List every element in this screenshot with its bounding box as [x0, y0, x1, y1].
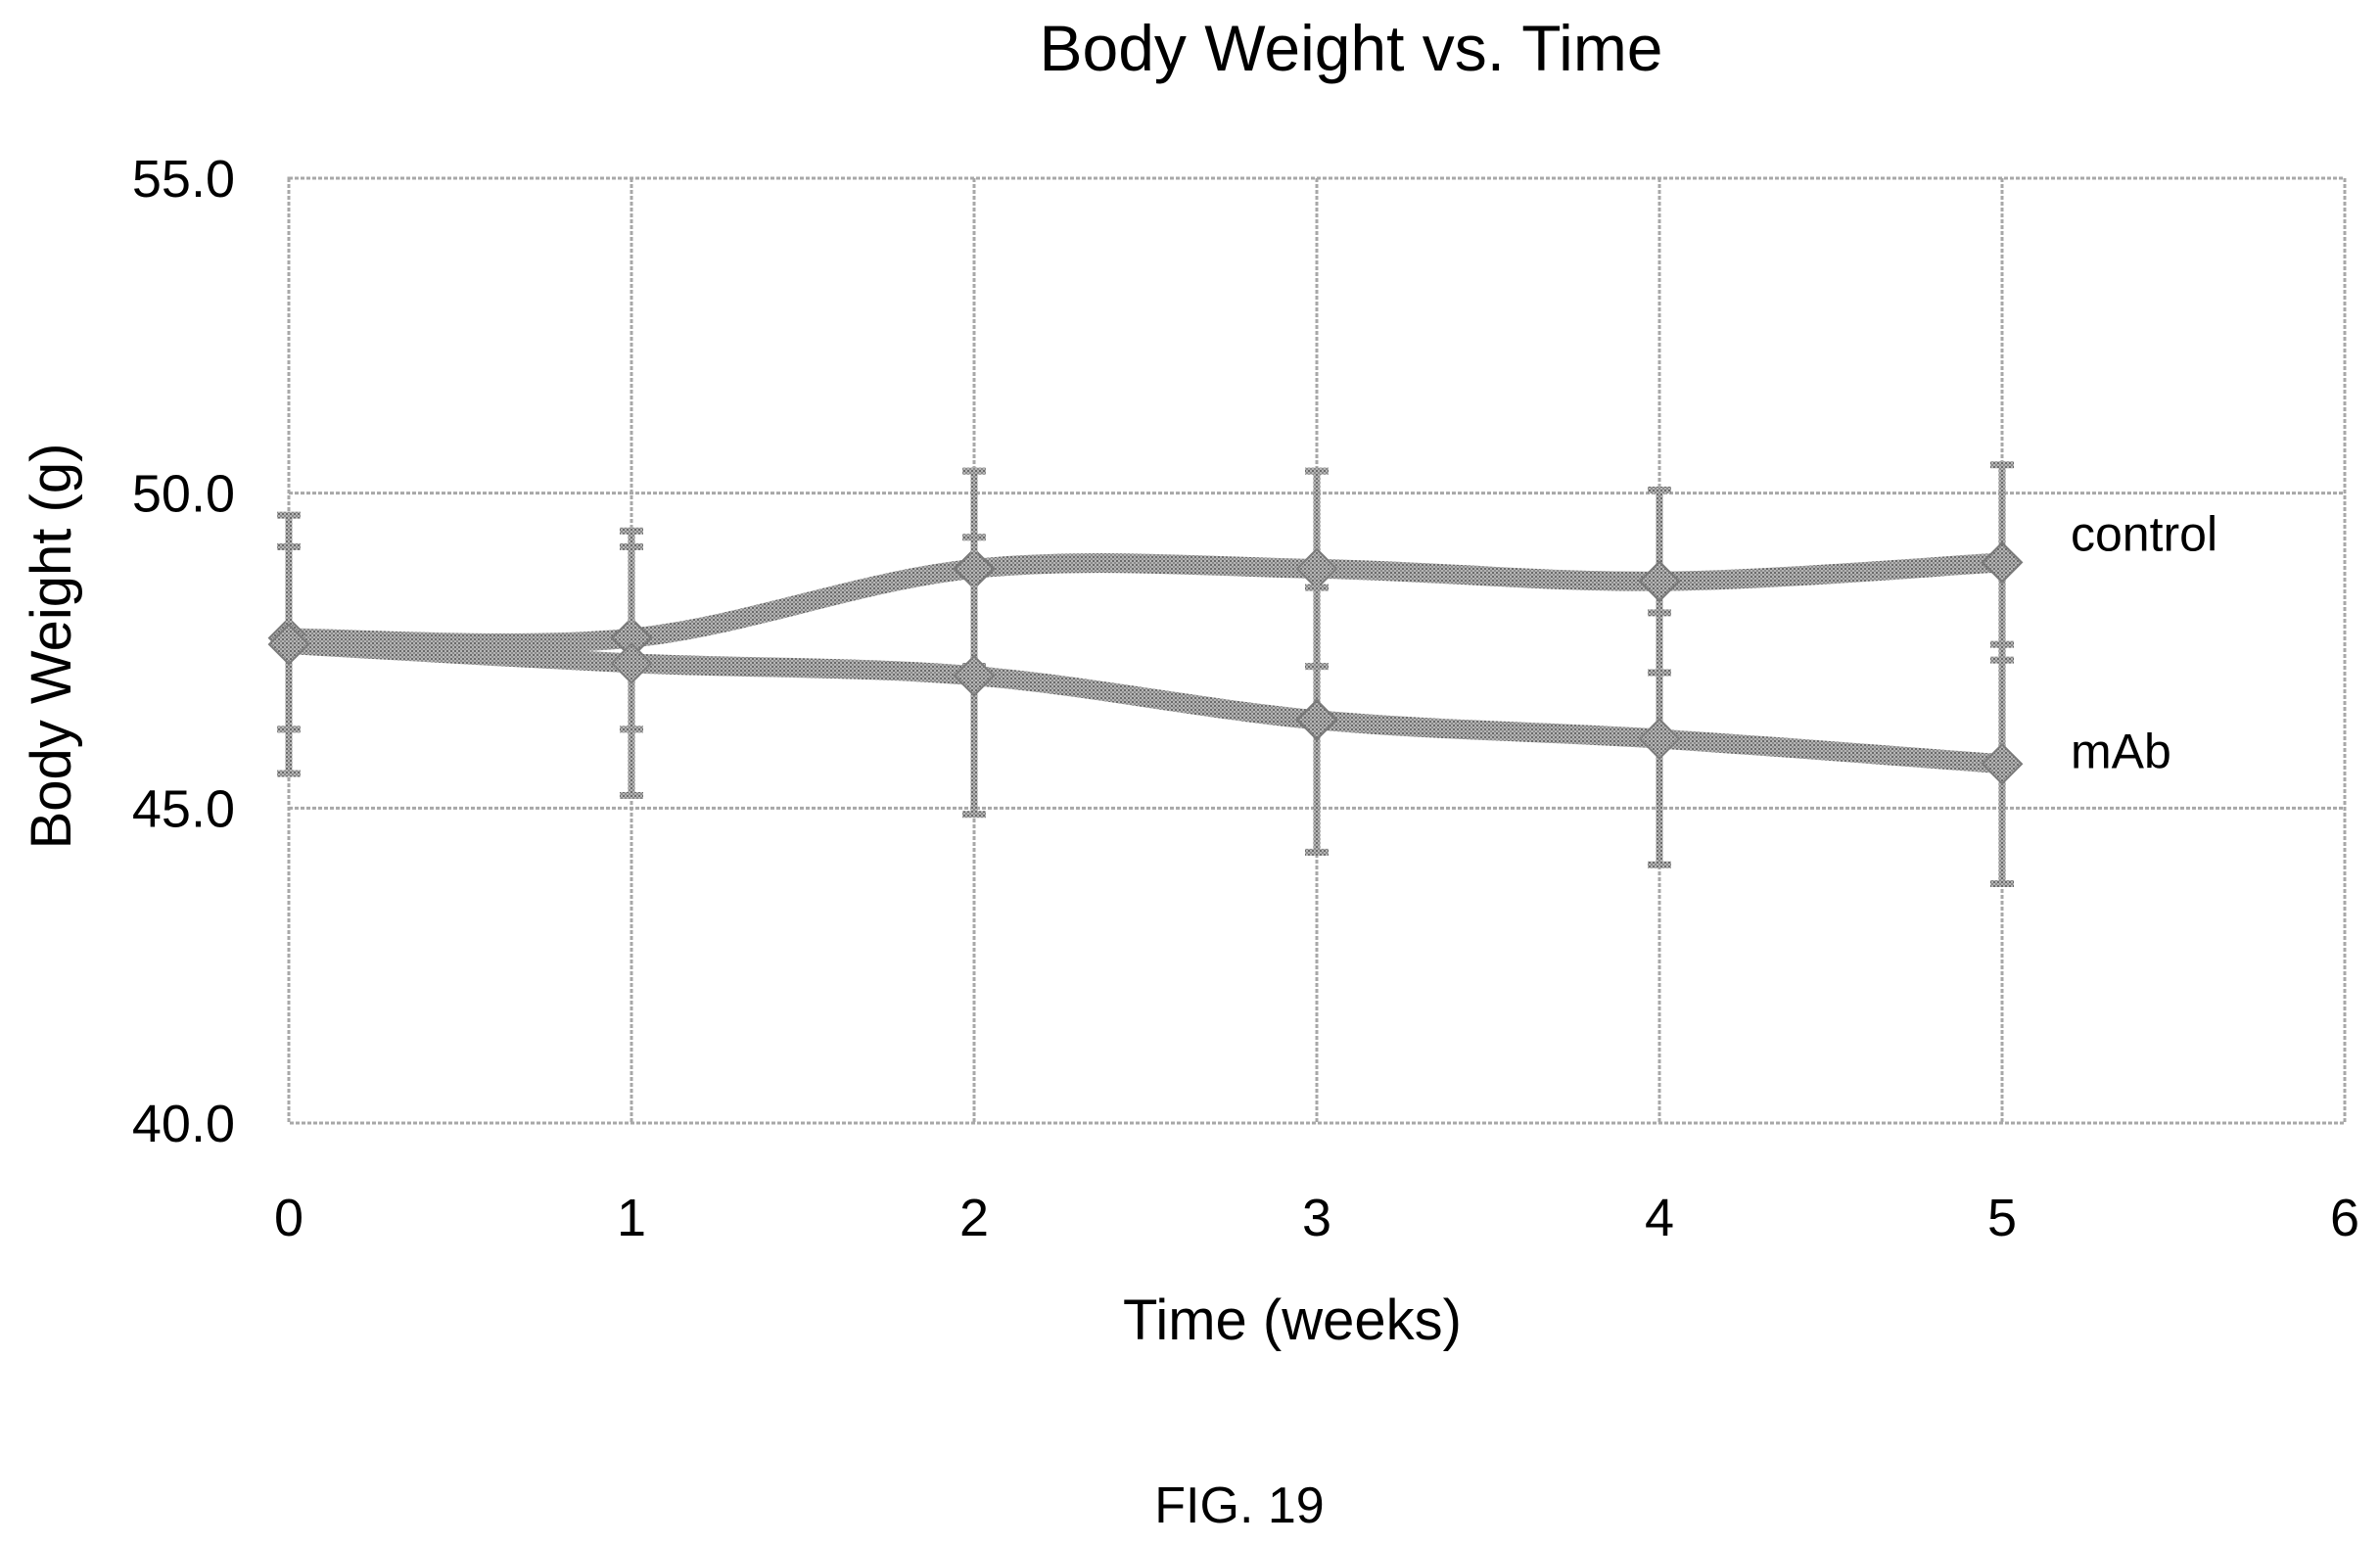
y-axis-label: Body Weight (g) — [20, 444, 83, 850]
x-tick-label: 1 — [617, 1189, 646, 1247]
data-point-marker — [953, 654, 996, 697]
data-point-marker — [1638, 718, 1681, 760]
chart-title: Body Weight vs. Time — [1039, 12, 1662, 84]
x-axis-label: Time (weeks) — [1123, 1288, 1462, 1352]
series-label-mAb: mAb — [2071, 724, 2171, 778]
series-line — [279, 552, 2012, 653]
axis-ticks: 0 1 2 3 4 5 6 40.0 45.0 50.0 55.0 — [132, 150, 2359, 1247]
series-line — [279, 634, 2012, 774]
figure-label: FIG. 19 — [1154, 1477, 1324, 1534]
x-tick-label: 6 — [2330, 1189, 2359, 1247]
series-control: control — [267, 461, 2217, 733]
y-tick-label: 55.0 — [132, 150, 235, 209]
data-point-marker — [1295, 547, 1338, 590]
data-point-marker — [1638, 560, 1681, 603]
y-tick-label: 45.0 — [132, 779, 235, 838]
series-label-control: control — [2071, 506, 2217, 561]
series-layer: control mAb — [267, 461, 2217, 888]
data-point-marker — [1981, 742, 2024, 785]
x-tick-label: 0 — [274, 1189, 303, 1247]
y-tick-label: 50.0 — [132, 465, 235, 524]
y-tick-label: 40.0 — [132, 1095, 235, 1153]
data-point-marker — [1981, 541, 2024, 584]
data-point-marker — [267, 623, 310, 666]
x-tick-label: 3 — [1302, 1189, 1331, 1247]
data-point-marker — [1295, 698, 1338, 741]
x-tick-label: 4 — [1645, 1189, 1674, 1247]
data-point-marker — [610, 641, 653, 684]
x-tick-label: 2 — [959, 1189, 989, 1247]
x-tick-label: 5 — [1987, 1189, 2017, 1247]
series-mAb: mAb — [267, 511, 2171, 888]
